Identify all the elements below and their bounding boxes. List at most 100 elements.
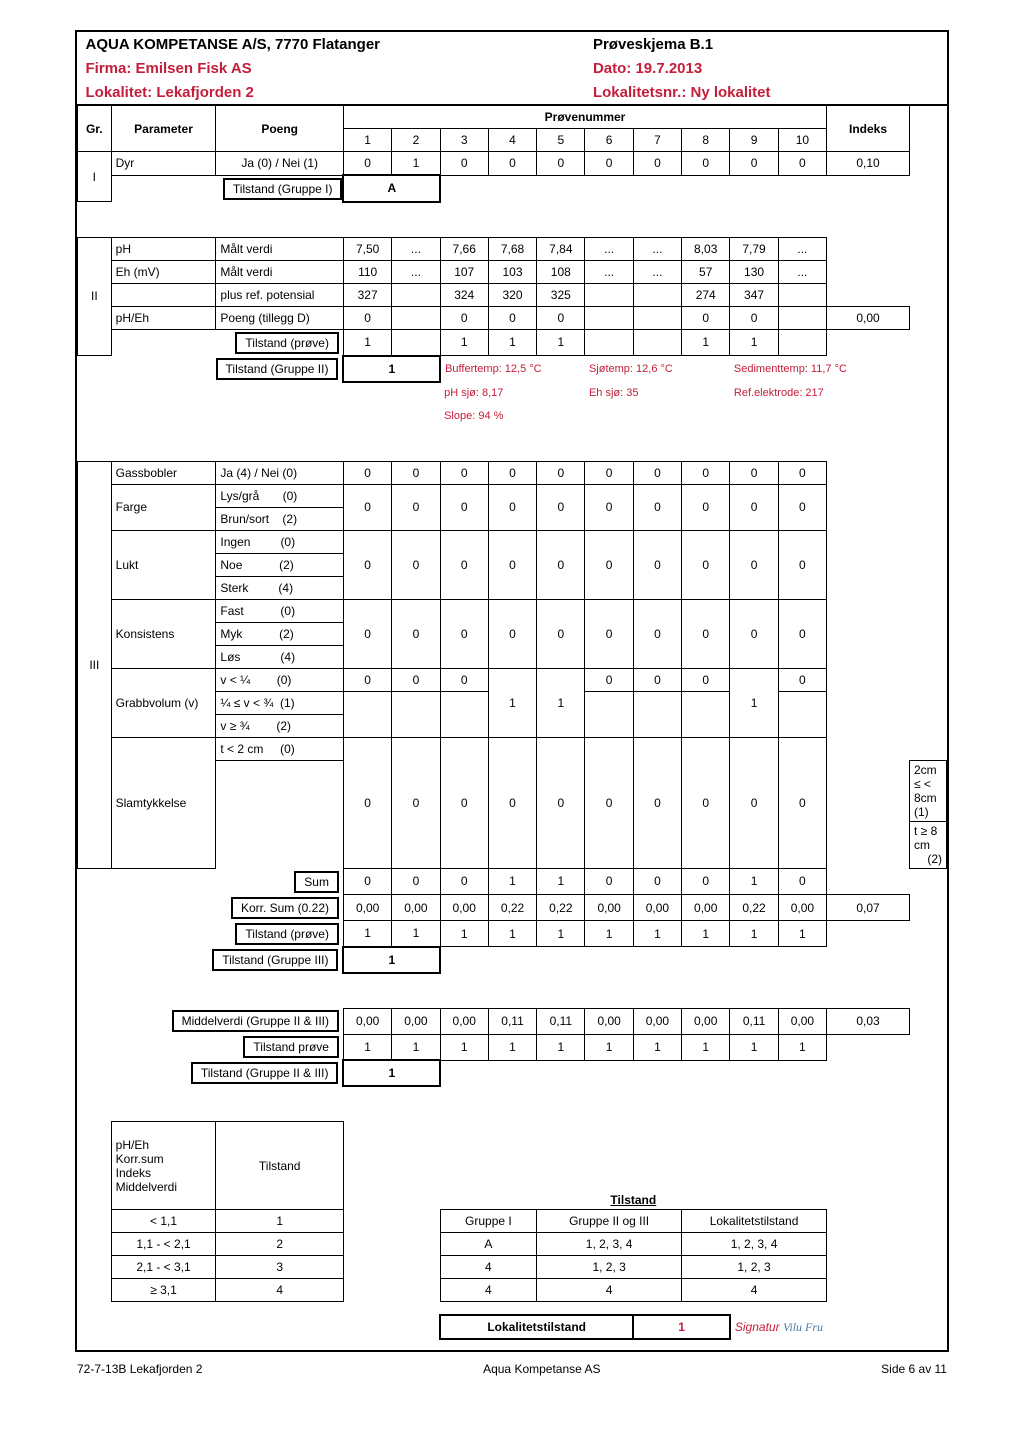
tp3-label: Tilstand (prøve) xyxy=(235,923,339,945)
su-2: 0 xyxy=(392,868,440,895)
tp3-5: 1 xyxy=(537,921,585,947)
mv-7: 0,00 xyxy=(633,1008,681,1034)
tp2-10 xyxy=(778,329,826,356)
pr-5: 325 xyxy=(537,283,585,306)
lk-5: 0 xyxy=(537,530,585,599)
col-1: 1 xyxy=(343,129,391,152)
sl-6: 0 xyxy=(585,737,633,868)
tps-3: 1 xyxy=(440,1034,488,1060)
lok-label: Lokalitetstilstand xyxy=(440,1315,633,1339)
eh-5: 108 xyxy=(537,260,585,283)
ph-9: 7,79 xyxy=(730,237,778,260)
col-8: 8 xyxy=(682,129,730,152)
pr-1: 327 xyxy=(343,283,391,306)
footer-left: 72-7-13B Lekafjorden 2 xyxy=(77,1362,202,1376)
dyr-label: Dyr xyxy=(111,152,216,176)
fg-4: 0 xyxy=(488,484,536,530)
kr-7: 0,00 xyxy=(633,895,681,921)
tilstand-g1-val: A xyxy=(343,175,440,202)
sl-9: 0 xyxy=(730,737,778,868)
pe-10 xyxy=(778,306,826,329)
refelektrode: Ref.elektrode: 217 xyxy=(730,382,910,405)
kons-label: Konsistens xyxy=(111,599,216,668)
korr-label: Korr. Sum (0.22) xyxy=(231,897,339,919)
tps-7: 1 xyxy=(633,1034,681,1060)
kr-3: 0,00 xyxy=(440,895,488,921)
col-9: 9 xyxy=(730,129,778,152)
farge-p2: Brun/sort xyxy=(220,512,269,526)
pr-10 xyxy=(778,283,826,306)
tp2-5: 1 xyxy=(537,329,585,356)
gv1-10: 0 xyxy=(778,668,826,691)
tps-4: 1 xyxy=(488,1034,536,1060)
eh-poeng: Målt verdi xyxy=(216,260,344,283)
ph-10: ... xyxy=(778,237,826,260)
tg2-val: 1 xyxy=(343,356,440,382)
firma: Firma: Emilsen Fisk AS xyxy=(78,56,585,80)
dyr-v6: 0 xyxy=(585,152,633,176)
sl-5: 0 xyxy=(537,737,585,868)
gb-8: 0 xyxy=(682,461,730,484)
mv-3: 0,00 xyxy=(440,1008,488,1034)
sl-7: 0 xyxy=(633,737,681,868)
fg-5: 0 xyxy=(537,484,585,530)
pe-4: 0 xyxy=(488,306,536,329)
su-8: 0 xyxy=(682,868,730,895)
rr-1-1: A xyxy=(440,1233,537,1256)
b-tilstand-label: Tilstand xyxy=(216,1122,344,1210)
fg-10: 0 xyxy=(778,484,826,530)
sc-v1: 1 xyxy=(216,1210,344,1233)
lok-val: 1 xyxy=(633,1315,730,1339)
gb-1: 0 xyxy=(343,461,391,484)
pe-8: 0 xyxy=(682,306,730,329)
ko-4: 0 xyxy=(488,599,536,668)
tp2-8: 1 xyxy=(682,329,730,356)
middel-label: Middelverdi (Gruppe II & III) xyxy=(172,1010,339,1032)
ph-7: ... xyxy=(633,237,681,260)
eh-4: 103 xyxy=(488,260,536,283)
fg-6: 0 xyxy=(585,484,633,530)
lk-4: 0 xyxy=(488,530,536,599)
ph-label: pH xyxy=(111,237,216,260)
tps-9: 1 xyxy=(730,1034,778,1060)
ko-2: 0 xyxy=(392,599,440,668)
rh-2: Gruppe II og III xyxy=(537,1210,682,1233)
kons-p2: Myk xyxy=(220,627,242,641)
gb-2: 0 xyxy=(392,461,440,484)
rr-3-1: 4 xyxy=(440,1279,537,1302)
gb-10: 0 xyxy=(778,461,826,484)
kr-8: 0,00 xyxy=(682,895,730,921)
sc-r2: 1,1 - < 2,1 xyxy=(111,1233,216,1256)
sc-r4: ≥ 3,1 xyxy=(111,1279,216,1302)
rr-3-2: 4 xyxy=(537,1279,682,1302)
rr-1-3: 1, 2, 3, 4 xyxy=(682,1233,827,1256)
tps-8: 1 xyxy=(682,1034,730,1060)
sl-4: 0 xyxy=(488,737,536,868)
slope: Slope: 94 % xyxy=(440,405,909,427)
fg-7: 0 xyxy=(633,484,681,530)
su-7: 0 xyxy=(633,868,681,895)
korr-indeks: 0,07 xyxy=(827,895,910,921)
tp3-7: 1 xyxy=(633,921,681,947)
tp2-9: 1 xyxy=(730,329,778,356)
col-7: 7 xyxy=(633,129,681,152)
su-6: 0 xyxy=(585,868,633,895)
pe-2 xyxy=(392,306,440,329)
dyr-v8: 0 xyxy=(682,152,730,176)
rr-2-3: 1, 2, 3 xyxy=(682,1256,827,1279)
buffertemp: Buffertemp: 12,5 °C xyxy=(440,356,585,382)
kons-p3: Løs xyxy=(220,650,240,664)
pr-3: 324 xyxy=(440,283,488,306)
slam-p3: t ≥ 8 cm xyxy=(914,824,937,852)
tp3-4: 1 xyxy=(488,921,536,947)
ko-1: 0 xyxy=(343,599,391,668)
pr-6 xyxy=(585,283,633,306)
ko-7: 0 xyxy=(633,599,681,668)
sjotemp: Sjøtemp: 12,6 °C xyxy=(585,356,730,382)
right-title: Tilstand xyxy=(610,1193,656,1207)
company-title: AQUA KOMPETANSE A/S, 7770 Flatanger xyxy=(78,32,585,56)
pheh-indeks: 0,00 xyxy=(827,306,910,329)
lk-9: 0 xyxy=(730,530,778,599)
grabb-p3: v ≥ ¾ xyxy=(220,719,249,733)
kr-10: 0,00 xyxy=(778,895,826,921)
